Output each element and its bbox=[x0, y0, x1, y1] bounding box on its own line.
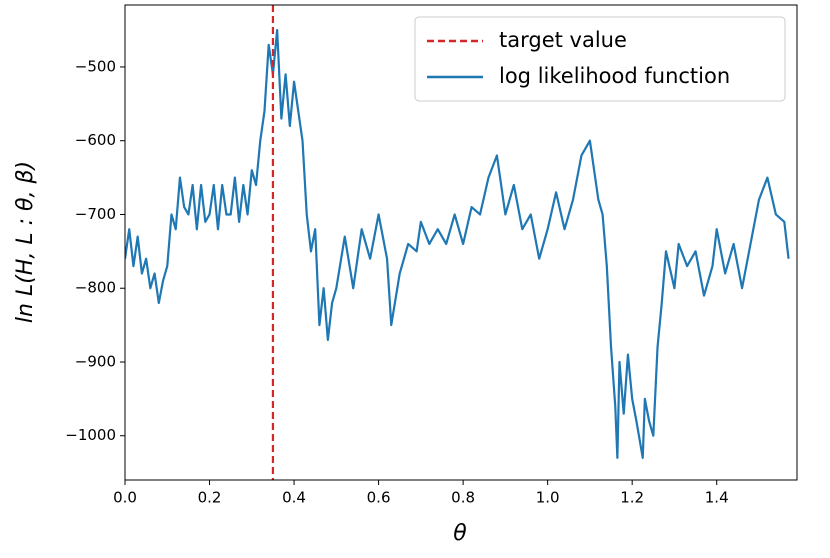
x-tick-label: 0.0 bbox=[113, 489, 137, 507]
legend-label: log likelihood function bbox=[499, 64, 730, 88]
x-tick-label: 1.4 bbox=[705, 489, 729, 507]
x-tick-label: 0.6 bbox=[367, 489, 391, 507]
y-axis-label: ln L(H, L : θ, β) bbox=[13, 161, 38, 323]
x-tick-label: 1.2 bbox=[620, 489, 644, 507]
line bbox=[125, 28, 790, 459]
y-tick-label: −900 bbox=[75, 352, 116, 370]
y-tick-label: −600 bbox=[75, 131, 116, 149]
x-tick-label: 0.2 bbox=[198, 489, 222, 507]
x-tick-label: 0.8 bbox=[451, 489, 475, 507]
y-tick-label: −800 bbox=[75, 279, 116, 297]
x-tick-label: 1.0 bbox=[536, 489, 560, 507]
y-tick-label: −700 bbox=[75, 205, 116, 223]
legend-label: target value bbox=[499, 28, 627, 52]
plot-frame bbox=[124, 4, 798, 481]
y-tick-label: −1000 bbox=[65, 426, 116, 444]
y-tick-label: −500 bbox=[75, 57, 116, 75]
legend-box bbox=[414, 16, 786, 102]
x-tick-label: 0.4 bbox=[282, 489, 306, 507]
x-axis-label: θ bbox=[453, 521, 467, 546]
